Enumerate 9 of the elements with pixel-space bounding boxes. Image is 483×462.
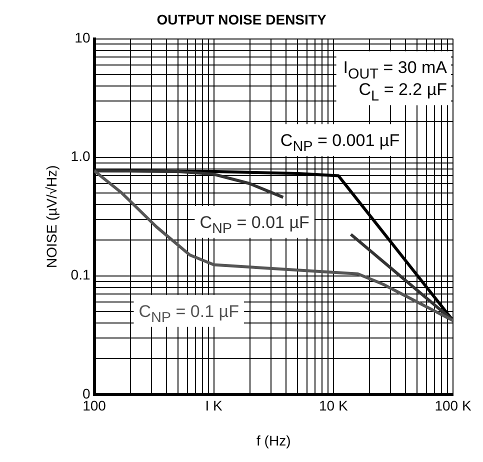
x-tick-label: 10 K: [319, 398, 348, 414]
y-tick-label: 0.1: [70, 266, 90, 283]
x-tick-label: I K: [205, 398, 224, 414]
y-tick-label: 10: [74, 30, 90, 46]
chart-title: OUTPUT NOISE DENSITY: [156, 11, 327, 28]
x-axis-title: f (Hz): [256, 432, 291, 448]
x-tick-label: 100 K: [434, 398, 472, 414]
y-axis-title: NOISE (µV/√Hz): [43, 165, 60, 268]
y-tick-label: 1.0: [70, 148, 90, 164]
